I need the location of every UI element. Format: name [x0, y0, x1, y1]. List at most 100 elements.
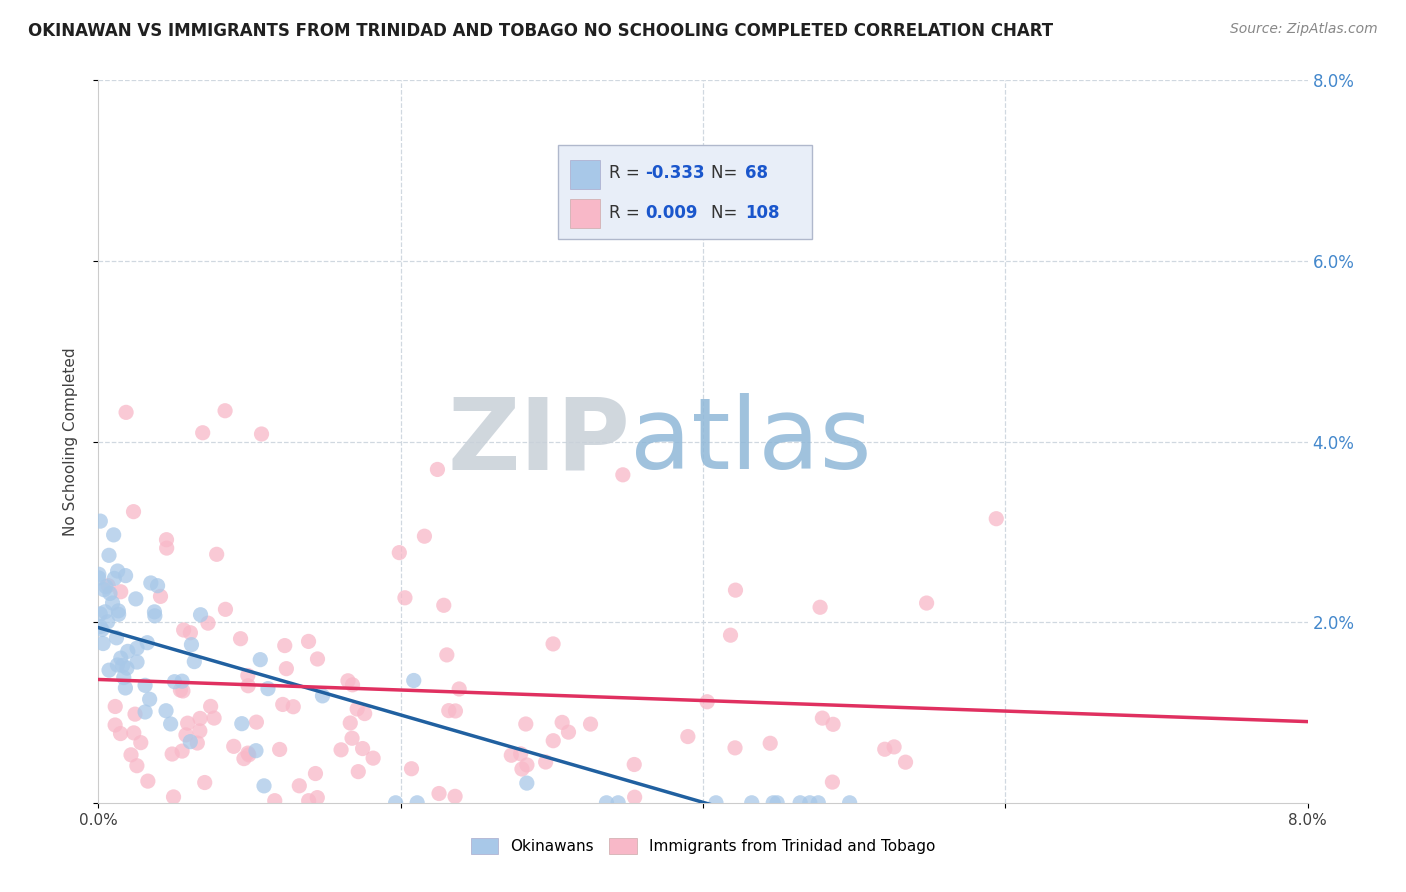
Text: Source: ZipAtlas.com: Source: ZipAtlas.com — [1230, 22, 1378, 37]
Point — [173, 623, 195, 637]
Point — [91, 623, 114, 637]
Point — [623, 757, 645, 772]
Point — [134, 678, 156, 692]
Point — [222, 739, 245, 754]
Point — [986, 512, 1008, 526]
Text: atlas: atlas — [630, 393, 872, 490]
Point — [720, 628, 742, 642]
Point — [724, 740, 747, 755]
Point — [103, 528, 125, 542]
Point — [98, 663, 121, 677]
Point — [741, 796, 763, 810]
Point — [125, 641, 148, 656]
Point — [149, 590, 172, 604]
Point — [197, 616, 219, 631]
Point — [98, 586, 121, 600]
Point — [110, 726, 132, 740]
Point — [180, 638, 202, 652]
Point — [353, 706, 375, 721]
Point — [330, 743, 353, 757]
Point — [125, 758, 148, 772]
Point — [179, 734, 201, 748]
Text: N=: N= — [711, 203, 744, 221]
Point — [501, 748, 523, 763]
Point — [233, 751, 256, 765]
Point — [384, 796, 406, 810]
Point — [515, 717, 537, 731]
Point — [138, 692, 160, 706]
Point — [541, 637, 564, 651]
Point — [510, 762, 533, 776]
Point — [122, 726, 145, 740]
Point — [413, 529, 436, 543]
Point — [125, 655, 148, 669]
Point — [97, 615, 120, 629]
Point — [762, 796, 785, 810]
Point — [160, 747, 183, 761]
Point — [231, 716, 253, 731]
Point — [174, 728, 197, 742]
Point — [103, 571, 125, 585]
Point — [194, 775, 217, 789]
Point — [134, 705, 156, 719]
Point — [444, 789, 467, 804]
Point — [107, 564, 129, 578]
Point — [89, 619, 111, 633]
Point — [159, 717, 181, 731]
Point — [823, 717, 845, 731]
Point — [808, 600, 831, 615]
Point — [427, 787, 450, 801]
Point — [449, 681, 471, 696]
Point — [607, 796, 630, 810]
Point — [307, 790, 329, 805]
Point — [163, 674, 186, 689]
Text: ZIP: ZIP — [447, 393, 630, 490]
Point — [433, 599, 456, 613]
Point — [821, 775, 844, 789]
Point — [156, 541, 179, 555]
Point — [97, 579, 120, 593]
Point — [541, 733, 564, 747]
Point — [516, 758, 538, 772]
Point — [623, 790, 645, 805]
Point — [283, 699, 305, 714]
Point — [298, 794, 321, 808]
Point — [236, 679, 259, 693]
Point — [915, 596, 938, 610]
Point — [346, 702, 368, 716]
Point — [250, 427, 273, 442]
FancyBboxPatch shape — [558, 145, 811, 239]
Point — [304, 766, 326, 780]
Point — [104, 699, 127, 714]
Point — [87, 567, 110, 582]
Point — [394, 591, 416, 605]
Point — [612, 467, 634, 482]
Point — [257, 681, 280, 696]
Point — [704, 796, 727, 810]
Point — [214, 602, 236, 616]
Point — [342, 678, 364, 692]
Point — [269, 742, 291, 756]
Point — [183, 655, 205, 669]
Point — [205, 547, 228, 561]
Point — [172, 684, 194, 698]
Point — [136, 636, 159, 650]
Point — [188, 723, 211, 738]
Point — [122, 505, 145, 519]
Point — [94, 580, 117, 594]
Point — [172, 744, 194, 758]
Point — [883, 739, 905, 754]
Point — [426, 462, 449, 476]
Point — [179, 625, 201, 640]
Point — [115, 661, 138, 675]
Point — [136, 774, 159, 789]
Point — [557, 725, 579, 739]
Y-axis label: No Schooling Completed: No Schooling Completed — [63, 347, 77, 536]
Text: R =: R = — [609, 203, 645, 221]
Point — [759, 736, 782, 750]
Point — [236, 746, 259, 760]
Point — [98, 549, 121, 563]
FancyBboxPatch shape — [569, 200, 600, 228]
Point — [110, 584, 132, 599]
Point — [245, 715, 267, 730]
